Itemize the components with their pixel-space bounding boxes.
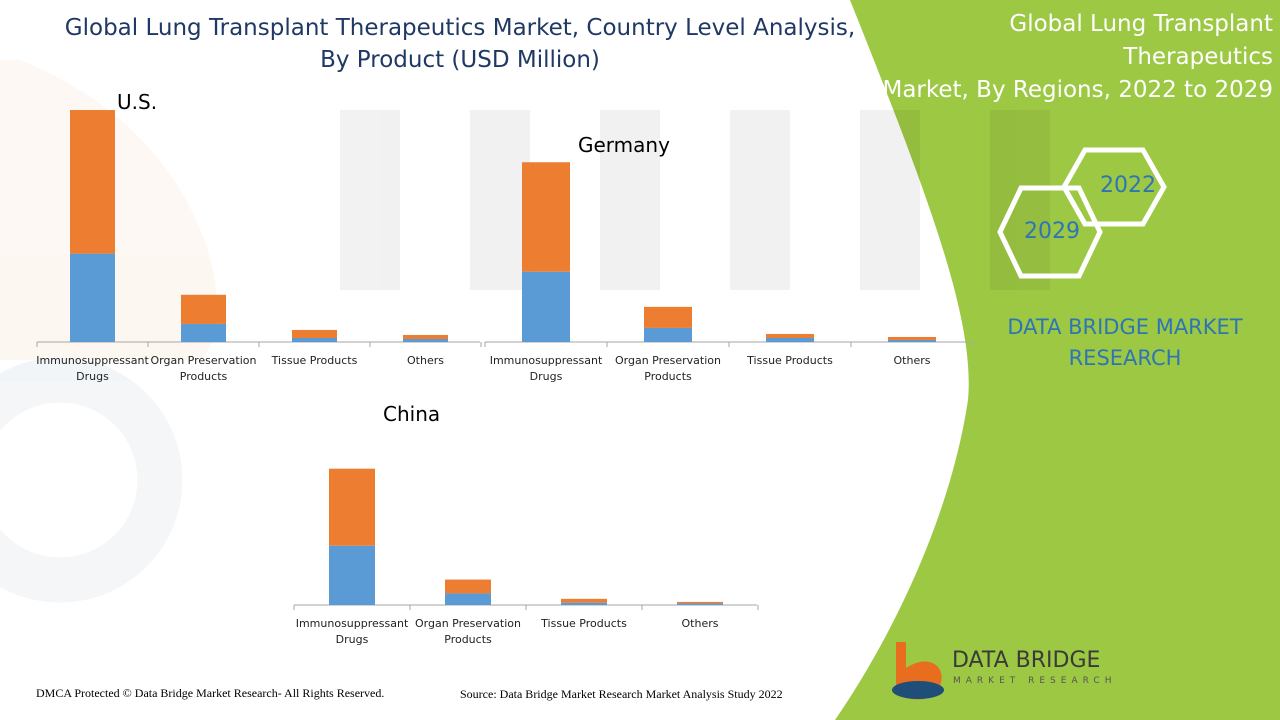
- category-label-others: Others: [682, 617, 719, 630]
- category-label-organ-preservation: Organ Preservation Products: [415, 617, 521, 646]
- category-label-line: Products: [180, 370, 228, 383]
- dmca-notice: DMCA Protected © Data Bridge Market Rese…: [36, 686, 385, 700]
- chart-title-germany: Germany: [578, 133, 670, 157]
- category-label-line: Drugs: [336, 633, 369, 646]
- category-label-line: Drugs: [76, 370, 109, 383]
- category-label-line: Others: [894, 354, 931, 367]
- category-label-immunosuppressant-drugs: Immunosuppressant Drugs: [490, 354, 603, 383]
- brand-text: DATA BRIDGE MARKET RESEARCH: [985, 312, 1265, 374]
- bar-immunosuppressant-drugs-base: [70, 253, 115, 342]
- category-label-line: Tissue Products: [746, 354, 833, 367]
- category-label-tissue-products: Tissue Products: [540, 617, 627, 630]
- category-label-organ-preservation: Organ Preservation Products: [150, 354, 256, 383]
- category-label-line: Immunosuppressant: [296, 617, 409, 630]
- bar-immunosuppressant-drugs-base: [329, 545, 375, 605]
- category-label-line: Products: [444, 633, 492, 646]
- bar-immunosuppressant-drugs-growth: [70, 110, 115, 254]
- page-title: Global Lung Transplant Therapeutics Mark…: [60, 12, 860, 76]
- bar-organ-preservation-base: [445, 593, 491, 605]
- logo-mark: [892, 642, 944, 700]
- logo-subtitle: MARKET RESEARCH: [953, 676, 1117, 686]
- side-title-line-1: Global Lung Transplant Therapeutics: [1009, 11, 1273, 70]
- source-note: Source: Data Bridge Market Research Mark…: [460, 687, 783, 701]
- bar-tissue-products-base: [561, 602, 607, 605]
- chart-title-china: China: [383, 402, 441, 426]
- category-label-line: Tissue Products: [271, 354, 358, 367]
- category-label-organ-preservation: Organ Preservation Products: [615, 354, 721, 383]
- bar-organ-preservation-growth: [644, 306, 692, 328]
- chart-title-us: U.S.: [117, 90, 158, 114]
- bar-tissue-products-base: [766, 337, 814, 342]
- watermark: [0, 60, 1050, 603]
- side-title-line-2: Market, By Regions, 2022 to 2029: [882, 77, 1273, 103]
- bar-organ-preservation-growth: [181, 294, 226, 324]
- category-label-immunosuppressant-drugs: Immunosuppressant Drugs: [296, 617, 409, 646]
- category-label-line: Drugs: [530, 370, 563, 383]
- category-label-others: Others: [407, 354, 444, 367]
- bar-tissue-products-base: [292, 337, 337, 342]
- bar-others-growth: [677, 601, 723, 604]
- chart-us: Immunosuppressant Drugs Organ Preservation…: [36, 110, 482, 383]
- category-label-line: Others: [407, 354, 444, 367]
- bar-others-base: [888, 339, 936, 342]
- category-label-line: Organ Preservation: [415, 617, 521, 630]
- brand-line-1: DATA BRIDGE MARKET: [1007, 315, 1243, 339]
- side-panel-shape: [835, 0, 1280, 720]
- category-label-line: Organ Preservation: [615, 354, 721, 367]
- hex-year-2029: 2029: [1024, 219, 1080, 244]
- category-label-line: Products: [644, 370, 692, 383]
- bar-others-base: [403, 338, 448, 342]
- bar-others-growth: [888, 336, 936, 340]
- page-title-line-1: Global Lung Transplant Therapeutics Mark…: [64, 15, 856, 41]
- side-panel-title: Global Lung Transplant Therapeutics Mark…: [868, 8, 1273, 107]
- bar-tissue-products-growth: [766, 333, 814, 338]
- bar-organ-preservation-growth: [445, 579, 491, 594]
- chart-china: Immunosuppressant Drugs Organ Preservation…: [293, 468, 759, 646]
- logo-wordmark: DATA BRIDGE: [952, 648, 1101, 673]
- page-title-line-2: By Product (USD Million): [320, 47, 600, 73]
- bar-others-growth: [403, 334, 448, 339]
- category-label-tissue-products: Tissue Products: [746, 354, 833, 367]
- chart-germany: Immunosuppressant Drugs Organ Preservation…: [484, 162, 974, 383]
- bar-organ-preservation-base: [181, 323, 226, 342]
- category-label-line: Immunosuppressant: [36, 354, 149, 367]
- category-label-immunosuppressant-drugs: Immunosuppressant Drugs: [36, 354, 149, 383]
- bar-others-base: [677, 603, 723, 605]
- bar-tissue-products-growth: [561, 598, 607, 603]
- category-label-line: Organ Preservation: [150, 354, 256, 367]
- category-label-line: Immunosuppressant: [490, 354, 603, 367]
- bar-immunosuppressant-drugs-growth: [329, 468, 375, 546]
- brand-line-2: RESEARCH: [1068, 346, 1182, 370]
- category-label-line: Others: [682, 617, 719, 630]
- bar-immunosuppressant-drugs-growth: [522, 162, 570, 272]
- bar-immunosuppressant-drugs-base: [522, 271, 570, 342]
- category-label-line: Tissue Products: [540, 617, 627, 630]
- bar-tissue-products-growth: [292, 329, 337, 338]
- bar-organ-preservation-base: [644, 327, 692, 342]
- hex-year-2022: 2022: [1100, 173, 1156, 198]
- category-label-tissue-products: Tissue Products: [271, 354, 358, 367]
- category-label-others: Others: [894, 354, 931, 367]
- hexagon-2029: [997, 185, 1103, 279]
